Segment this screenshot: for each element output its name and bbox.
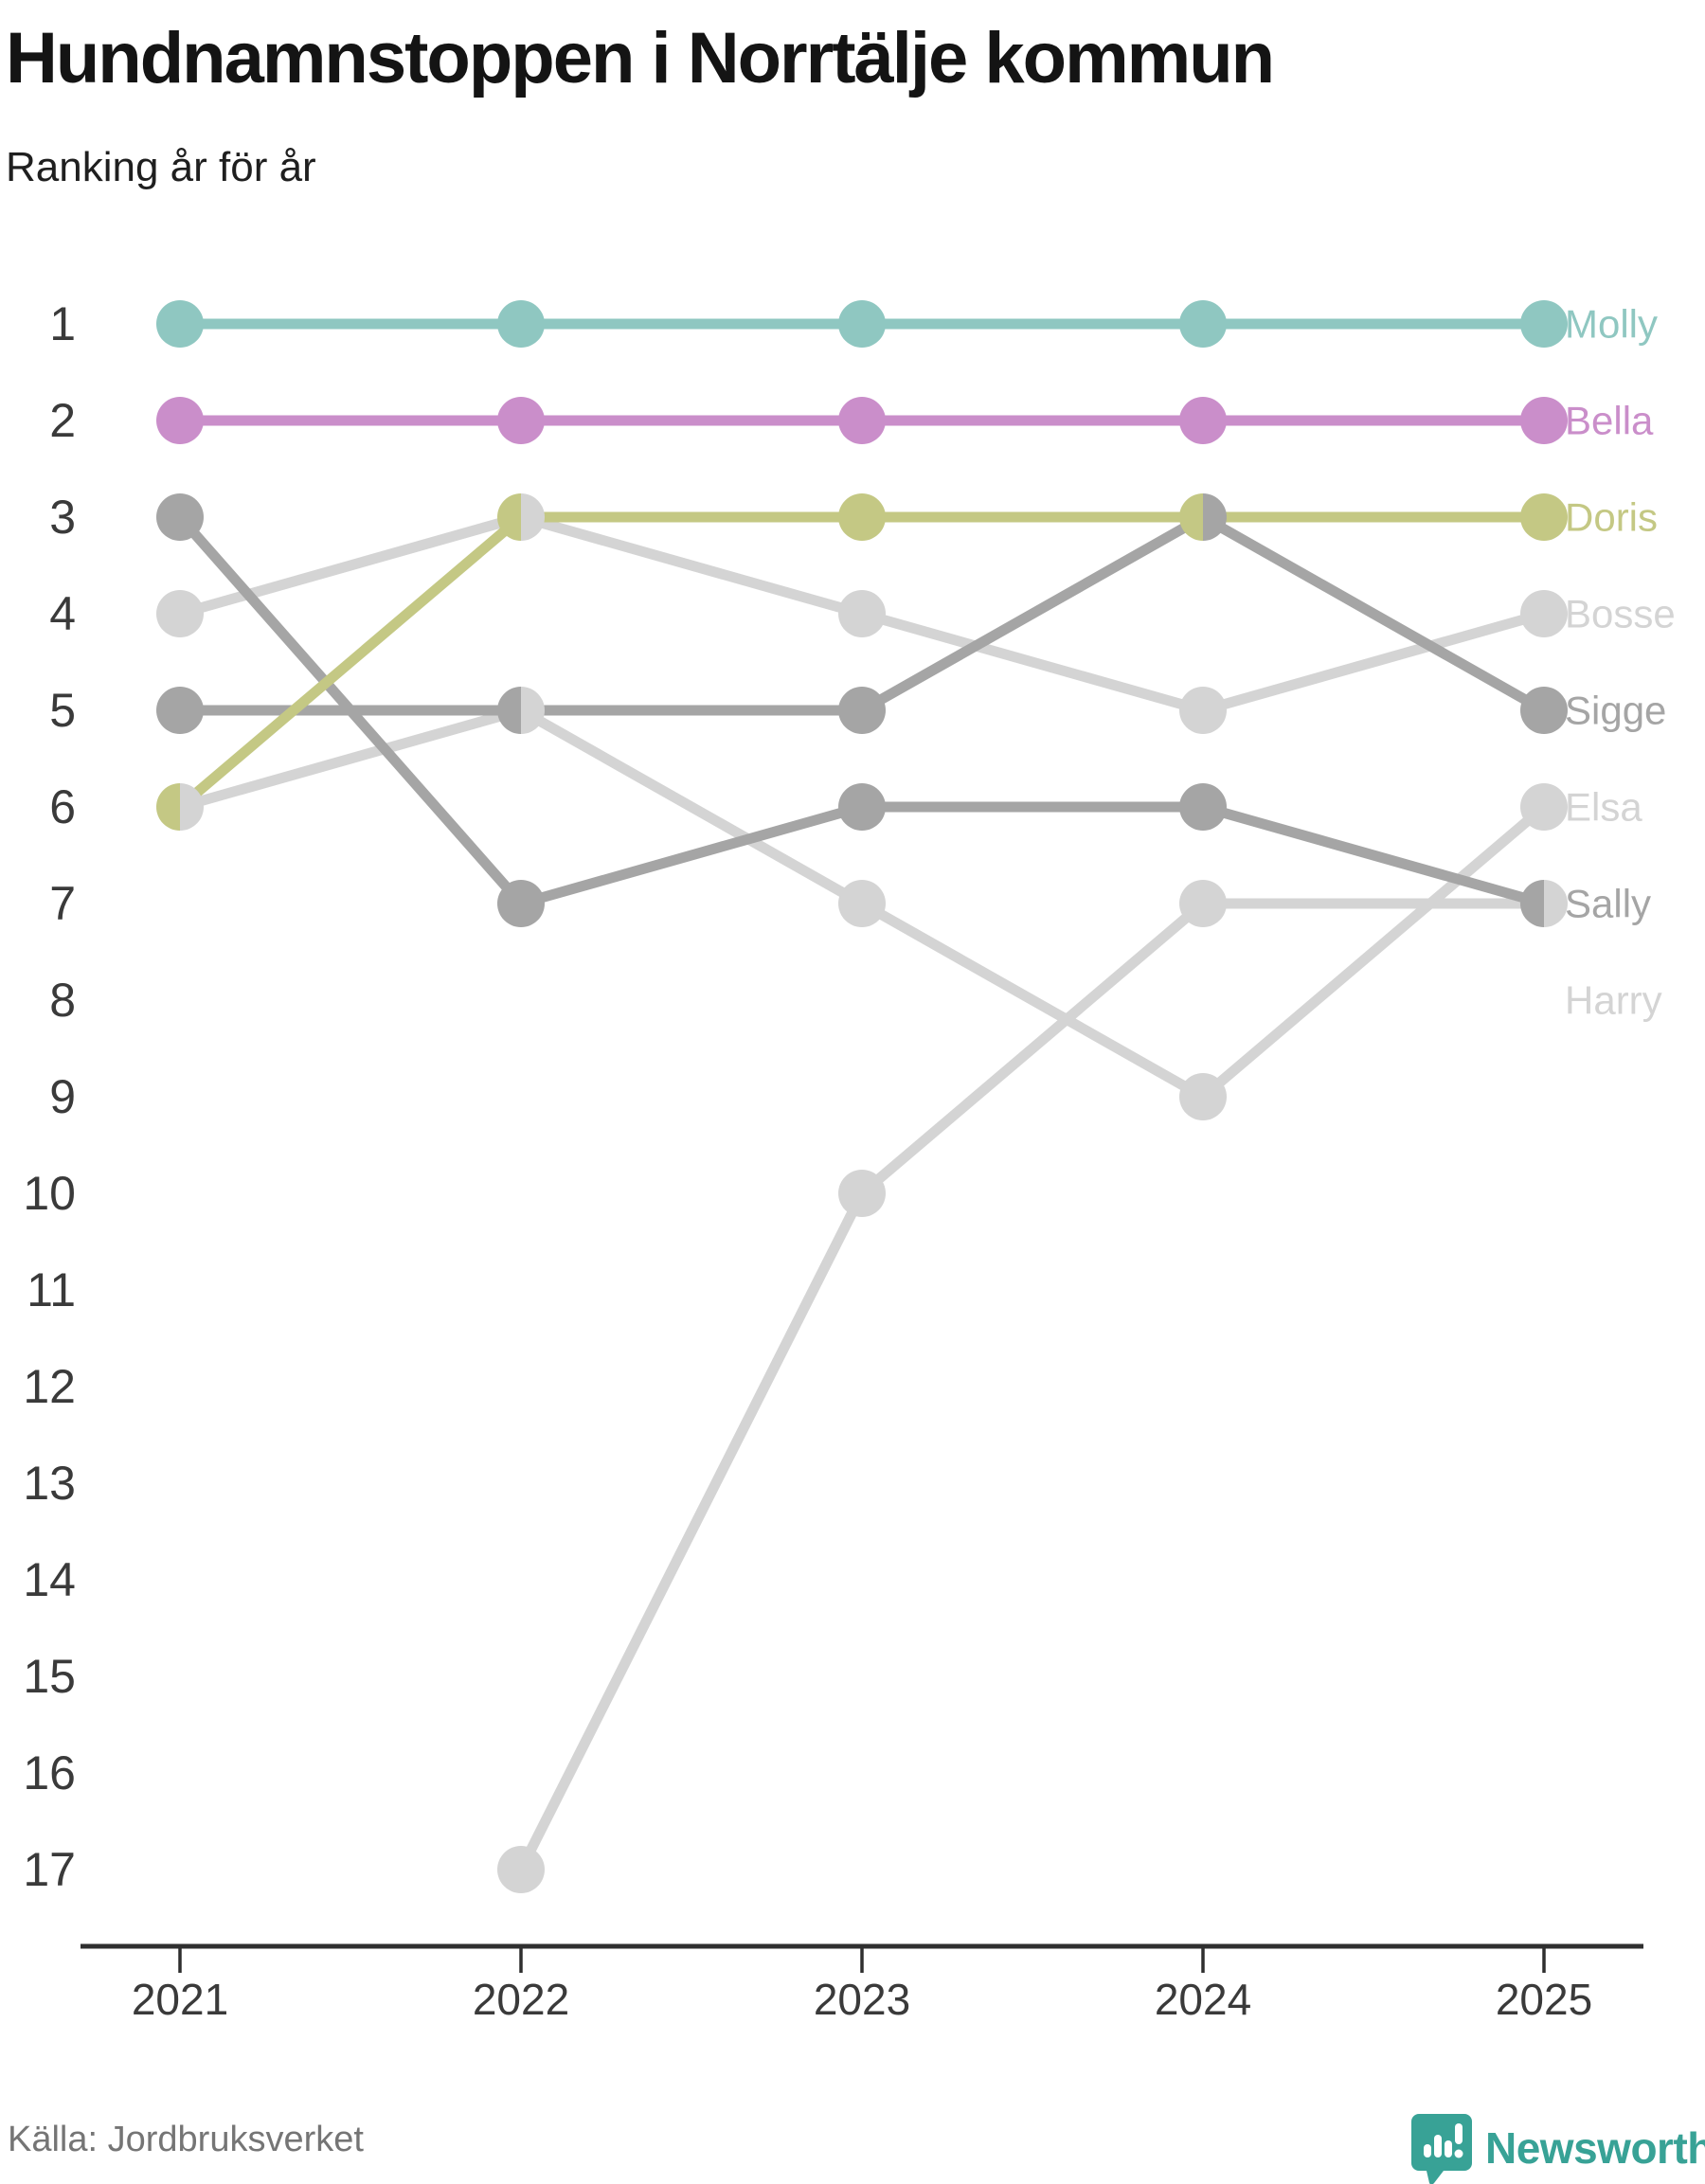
marker-sigge (1520, 687, 1568, 734)
page-subtitle: Ranking år för år (6, 144, 316, 190)
series-label-bosse: Bosse (1565, 592, 1676, 636)
series-label-sigge: Sigge (1565, 689, 1666, 733)
y-tick-label: 15 (23, 1650, 76, 1703)
marker-doris (1520, 493, 1568, 541)
y-tick-label: 7 (49, 877, 76, 930)
marker-bella (156, 397, 204, 444)
x-tick-label: 2023 (814, 1975, 910, 2024)
marker-sally (497, 880, 545, 927)
page-title: Hundnamnstoppen i Norrtälje kommun (6, 18, 1275, 98)
y-tick-label: 13 (23, 1457, 76, 1510)
marker-elsa (838, 880, 886, 927)
series-label-doris: Doris (1565, 495, 1658, 540)
marker-bosse (1179, 687, 1227, 734)
marker-molly (497, 300, 545, 348)
marker-elsa (521, 687, 545, 734)
marker-sally (1179, 783, 1227, 831)
marker-doris (1179, 493, 1203, 541)
brand-logo: Newsworthy (1411, 2112, 1705, 2184)
series-label-bella: Bella (1565, 399, 1654, 443)
marker-molly (1179, 300, 1227, 348)
marker-elsa (1179, 1073, 1227, 1120)
marker-sigge (838, 687, 886, 734)
y-tick-label: 8 (49, 974, 76, 1027)
marker-bosse (838, 590, 886, 637)
marker-doris (497, 493, 521, 541)
marker-elsa (1520, 783, 1568, 831)
marker-bella (1179, 397, 1227, 444)
marker-bella (1520, 397, 1568, 444)
y-tick-label: 10 (23, 1167, 76, 1220)
marker-harry (1544, 880, 1568, 927)
series-label-sally: Sally (1565, 882, 1651, 926)
marker-sigge (497, 687, 521, 734)
y-tick-label: 1 (49, 297, 76, 350)
marker-doris (838, 493, 886, 541)
newsworthy-icon (1411, 2114, 1472, 2184)
marker-bella (838, 397, 886, 444)
series-label-elsa: Elsa (1565, 785, 1642, 830)
marker-sigge (156, 687, 204, 734)
marker-harry (838, 1170, 886, 1217)
marker-bosse (156, 590, 204, 637)
y-tick-label: 12 (23, 1360, 76, 1413)
brand-text: Newsworthy (1485, 2123, 1705, 2173)
marker-doris (156, 783, 180, 831)
marker-bella (497, 397, 545, 444)
y-tick-label: 16 (23, 1746, 76, 1799)
marker-harry (1179, 880, 1227, 927)
y-tick-label: 9 (49, 1070, 76, 1123)
marker-elsa (180, 783, 204, 831)
y-tick-label: 14 (23, 1553, 76, 1606)
y-tick-label: 6 (49, 780, 76, 833)
source-note: Källa: Jordbruksverket (8, 2120, 364, 2159)
y-tick-label: 5 (49, 684, 76, 737)
marker-bosse (521, 493, 545, 541)
y-tick-label: 11 (27, 1263, 76, 1316)
marker-sally (838, 783, 886, 831)
y-tick-label: 17 (23, 1843, 76, 1896)
y-tick-label: 3 (49, 491, 76, 544)
x-tick-label: 2024 (1155, 1975, 1251, 2024)
marker-harry (497, 1846, 545, 1893)
series-label-harry: Harry (1565, 978, 1662, 1023)
marker-sigge (1203, 493, 1227, 541)
marker-molly (1520, 300, 1568, 348)
series-label-molly: Molly (1565, 302, 1658, 347)
marker-sally (156, 493, 204, 541)
y-tick-label: 4 (49, 587, 76, 640)
marker-molly (156, 300, 204, 348)
series-line-harry (515, 898, 1550, 1875)
marker-molly (838, 300, 886, 348)
marker-sally (1520, 880, 1544, 927)
marker-bosse (1520, 590, 1568, 637)
x-tick-label: 2022 (473, 1975, 569, 2024)
y-tick-label: 2 (49, 394, 76, 447)
x-tick-label: 2021 (132, 1975, 228, 2024)
x-tick-label: 2025 (1496, 1975, 1592, 2024)
